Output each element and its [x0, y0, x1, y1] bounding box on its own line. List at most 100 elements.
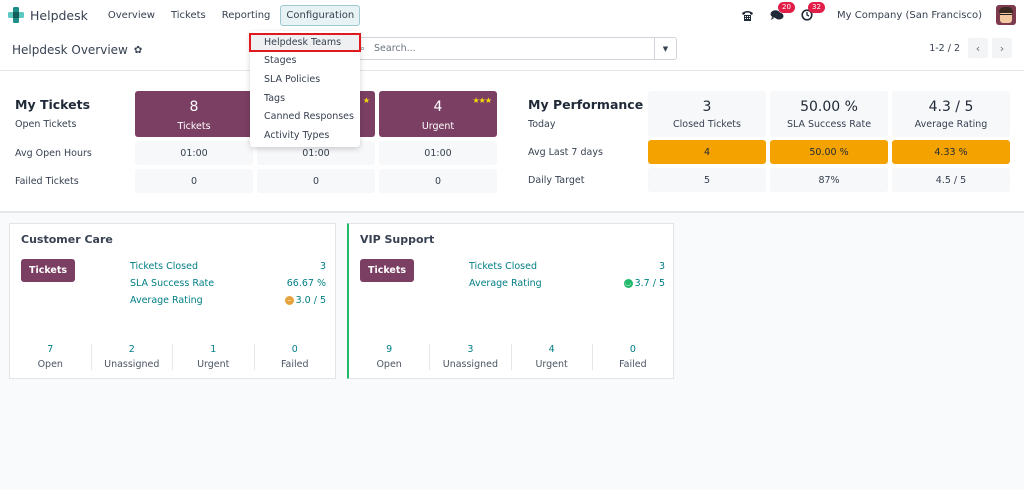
app-brand[interactable]: Helpdesk	[8, 7, 88, 23]
pager-next-button[interactable]: ›	[992, 38, 1012, 58]
three-stars-icon: ★★★	[472, 96, 491, 105]
dropdown-item-stages[interactable]: Stages	[264, 55, 297, 67]
stat-value-wrap: – 3.0 / 5	[284, 295, 326, 306]
menu-reporting[interactable]: Reporting	[221, 9, 271, 21]
team-tickets-button[interactable]: Tickets	[360, 259, 415, 282]
avatar-hair	[999, 7, 1013, 13]
stat-value: 3	[319, 261, 326, 272]
menu-overview[interactable]: Overview	[107, 9, 155, 21]
stat-label: Tickets Closed	[130, 261, 198, 272]
footer-count: 7	[47, 344, 54, 355]
perf-label: SLA Success Rate	[786, 119, 872, 130]
team-tickets-button[interactable]: Tickets	[21, 259, 76, 282]
avg7-closed: 4	[648, 140, 766, 164]
footer-unassigned[interactable]: 2 Unassigned	[90, 344, 173, 370]
team-footer: 9 Open 3 Unassigned 4 Urgent 0 Failed	[349, 344, 673, 370]
avg-hours-urgent[interactable]: 01:00	[379, 141, 497, 165]
dropdown-item-sla-policies[interactable]: SLA Policies	[264, 73, 321, 85]
row-label-open-tickets: Open Tickets	[15, 119, 77, 130]
footer-open[interactable]: 7 Open	[10, 344, 91, 370]
avg7-rating: 4.33 %	[892, 140, 1010, 164]
perf-value: 3	[702, 99, 712, 115]
pager-previous-button[interactable]: ‹	[968, 38, 988, 58]
dropdown-item-tags[interactable]: Tags	[264, 92, 286, 104]
menu-tickets[interactable]: Tickets	[170, 9, 206, 21]
avatar-glasses	[1000, 14, 1012, 17]
footer-label: Urgent	[197, 359, 230, 370]
stat-value-wrap: ◡ 3.7 / 5	[623, 278, 665, 289]
search-bar: ⌕ ▼	[355, 37, 677, 60]
my-tickets-urgent-tile[interactable]: ★★★ 4 Urgent	[379, 91, 497, 137]
footer-count: 4	[548, 344, 555, 355]
footer-failed[interactable]: 0 Failed	[591, 344, 673, 370]
control-panel: Helpdesk Overview ✿ ⌕ ▼ 1-2 / 2 ‹ ›	[0, 30, 1024, 71]
stat-value: 3.0 / 5	[295, 295, 326, 306]
search-options-toggle[interactable]: ▼	[654, 38, 676, 59]
avatar-face	[1000, 10, 1012, 23]
page-title: Helpdesk Overview	[12, 43, 128, 57]
breadcrumb: Helpdesk Overview ✿	[12, 43, 142, 57]
search-icon: ⌕	[360, 43, 366, 54]
helpdesk-logo-icon	[8, 7, 24, 23]
avg-hours-all[interactable]: 01:00	[135, 141, 253, 165]
dropdown-item-helpdesk-teams[interactable]: Helpdesk Teams	[249, 33, 361, 52]
footer-count: 0	[629, 344, 636, 355]
footer-open[interactable]: 9 Open	[349, 344, 429, 370]
footer-urgent[interactable]: 4 Urgent	[510, 344, 592, 370]
stat-tickets-closed[interactable]: Tickets Closed 3	[130, 261, 326, 272]
team-card-customer-care[interactable]: Customer Care Tickets Tickets Closed 3 S…	[9, 223, 336, 379]
stat-average-rating[interactable]: Average Rating – 3.0 / 5	[130, 295, 326, 306]
team-card-vip-support[interactable]: VIP Support Tickets Tickets Closed 3 Ave…	[347, 223, 674, 379]
star-icon: ★	[362, 96, 370, 105]
messages-badge: 20	[778, 2, 795, 13]
row-label-avg-open-hours: Avg Open Hours	[15, 148, 92, 159]
avg7-sla: 50.00 %	[770, 140, 888, 164]
footer-unassigned[interactable]: 3 Unassigned	[429, 344, 510, 370]
dropdown-item-canned-responses[interactable]: Canned Responses	[264, 111, 354, 123]
target-closed: 5	[648, 168, 766, 192]
messages-icon[interactable]: 20	[769, 2, 795, 23]
gear-icon[interactable]: ✿	[133, 44, 143, 56]
stat-tickets-closed[interactable]: Tickets Closed 3	[469, 261, 665, 272]
activities-clock-icon[interactable]: 32	[799, 2, 825, 23]
systray: 20 32 My Company (San Francisco)	[739, 2, 1016, 25]
main-menu: Overview Tickets Reporting Configuration	[102, 4, 361, 26]
target-rating: 4.5 / 5	[892, 168, 1010, 192]
search-input[interactable]	[374, 43, 654, 54]
stat-value: 66.67 %	[286, 278, 326, 289]
company-switcher[interactable]: My Company (San Francisco)	[837, 9, 982, 21]
user-avatar[interactable]	[996, 5, 1016, 25]
stat-value: 3.7 / 5	[634, 278, 665, 289]
perf-sla-rate-tile: 50.00 % SLA Success Rate	[770, 91, 888, 137]
footer-urgent[interactable]: 1 Urgent	[172, 344, 254, 370]
my-tickets-all-tile[interactable]: 8 Tickets	[135, 91, 253, 137]
footer-count: 2	[128, 344, 135, 355]
target-sla: 87%	[770, 168, 888, 192]
row-label-failed-tickets: Failed Tickets	[15, 176, 79, 187]
phone-icon[interactable]	[739, 7, 755, 23]
happy-face-icon: ◡	[623, 279, 633, 288]
footer-label: Failed	[280, 359, 309, 370]
menu-configuration[interactable]: Configuration	[280, 4, 361, 26]
neutral-face-icon: –	[284, 296, 294, 305]
stat-sla-success-rate[interactable]: SLA Success Rate 66.67 %	[130, 278, 326, 289]
top-navbar: Helpdesk Overview Tickets Reporting Conf…	[0, 0, 1024, 30]
stat-average-rating[interactable]: Average Rating ◡ 3.7 / 5	[469, 278, 665, 289]
perf-avg-rating-tile: 4.3 / 5 Average Rating	[892, 91, 1010, 137]
failed-all[interactable]: 0	[135, 169, 253, 193]
pager-value[interactable]: 1-2 / 2	[929, 42, 960, 54]
dropdown-item-activity-types[interactable]: Activity Types	[264, 129, 330, 141]
tile-label: Tickets	[177, 121, 211, 132]
footer-count: 9	[386, 344, 393, 355]
tile-count: 4	[433, 99, 443, 115]
failed-urgent[interactable]: 0	[379, 169, 497, 193]
footer-label: Failed	[619, 359, 647, 370]
dashboard-panel: My Tickets Open Tickets Avg Open Hours F…	[0, 71, 1024, 213]
row-label-today: Today	[528, 119, 556, 130]
stat-value: 3	[658, 261, 665, 272]
failed-high[interactable]: 0	[257, 169, 375, 193]
footer-failed[interactable]: 0 Failed	[253, 344, 336, 370]
my-tickets-title: My Tickets	[15, 97, 91, 112]
stat-label: Average Rating	[130, 295, 203, 306]
pager: 1-2 / 2 ‹ ›	[929, 38, 1012, 58]
